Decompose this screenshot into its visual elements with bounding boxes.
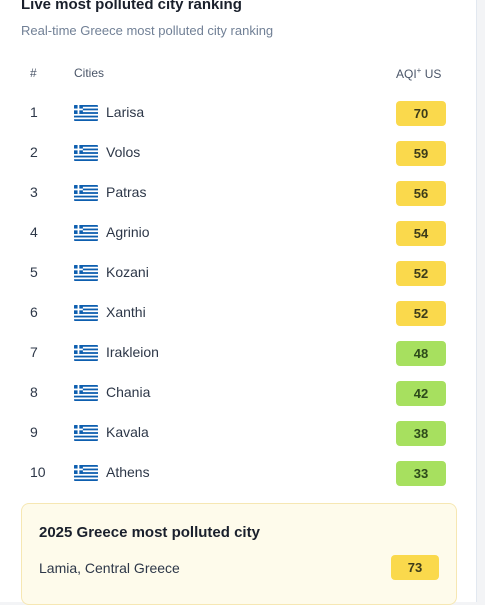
- city-link[interactable]: Xanthi: [106, 304, 146, 320]
- greece-flag-icon: [74, 345, 98, 361]
- cities-column-header: Cities: [74, 66, 105, 80]
- table-row[interactable]: 6 Xanthi 52: [0, 293, 476, 333]
- aqi-badge: 70: [396, 101, 446, 126]
- row-rank: 4: [30, 224, 38, 240]
- row-rank: 5: [30, 264, 38, 280]
- city-link[interactable]: Athens: [106, 464, 150, 480]
- greece-flag-icon: [74, 145, 98, 161]
- greece-flag-icon: [74, 305, 98, 321]
- table-header: # Cities AQI+ US: [0, 66, 476, 84]
- table-row[interactable]: 1 Larisa 70: [0, 93, 476, 133]
- row-rank: 2: [30, 144, 38, 160]
- aqi-header-sup: +: [416, 66, 422, 75]
- aqi-badge: 42: [396, 381, 446, 406]
- aqi-badge: 73: [391, 555, 439, 580]
- rank-column-header: #: [30, 66, 37, 80]
- yearly-title: 2025 Greece most polluted city: [39, 524, 260, 541]
- city-link[interactable]: Kavala: [106, 424, 149, 440]
- row-rank: 6: [30, 304, 38, 320]
- table-row[interactable]: 9 Kavala 38: [0, 413, 476, 453]
- city-link[interactable]: Irakleion: [106, 344, 159, 360]
- aqi-badge: 52: [396, 261, 446, 286]
- row-rank: 8: [30, 384, 38, 400]
- aqi-badge: 59: [396, 141, 446, 166]
- aqi-badge: 52: [396, 301, 446, 326]
- table-row[interactable]: 4 Agrinio 54: [0, 213, 476, 253]
- row-rank: 1: [30, 104, 38, 120]
- greece-flag-icon: [74, 225, 98, 241]
- aqi-badge: 48: [396, 341, 446, 366]
- table-row[interactable]: 10 Athens 33: [0, 453, 476, 493]
- city-link[interactable]: Chania: [106, 384, 151, 400]
- aqi-badge: 33: [396, 461, 446, 486]
- city-link[interactable]: Agrinio: [106, 224, 150, 240]
- yearly-city[interactable]: Lamia, Central Greece: [39, 560, 180, 576]
- greece-flag-icon: [74, 465, 98, 481]
- page-title: Live most polluted city ranking: [21, 0, 242, 13]
- table-row[interactable]: 8 Chania 42: [0, 373, 476, 413]
- row-rank: 3: [30, 184, 38, 200]
- greece-flag-icon: [74, 425, 98, 441]
- table-row[interactable]: 7 Irakleion 48: [0, 333, 476, 373]
- city-link[interactable]: Larisa: [106, 104, 145, 120]
- row-rank: 7: [30, 344, 38, 360]
- city-link[interactable]: Volos: [106, 144, 141, 160]
- aqi-header-unit: US: [424, 67, 442, 81]
- row-rank: 10: [30, 464, 46, 480]
- yearly-most-polluted-card[interactable]: 2025 Greece most polluted city Lamia, Ce…: [21, 503, 457, 605]
- table-row[interactable]: 5 Kozani 52: [0, 253, 476, 293]
- aqi-badge: 56: [396, 181, 446, 206]
- page-subtitle: Real-time Greece most polluted city rank…: [21, 23, 274, 38]
- greece-flag-icon: [74, 385, 98, 401]
- aqi-header-label: AQI: [396, 67, 417, 81]
- table-row[interactable]: 2 Volos 59: [0, 133, 476, 173]
- greece-flag-icon: [74, 265, 98, 281]
- city-link[interactable]: Patras: [106, 184, 147, 200]
- row-rank: 9: [30, 424, 38, 440]
- table-row[interactable]: 3 Patras 56: [0, 173, 476, 213]
- aqi-badge: 54: [396, 221, 446, 246]
- aqi-badge: 38: [396, 421, 446, 446]
- city-link[interactable]: Kozani: [106, 264, 149, 280]
- greece-flag-icon: [74, 185, 98, 201]
- aqi-column-header[interactable]: AQI+ US: [396, 66, 441, 81]
- greece-flag-icon: [74, 105, 98, 121]
